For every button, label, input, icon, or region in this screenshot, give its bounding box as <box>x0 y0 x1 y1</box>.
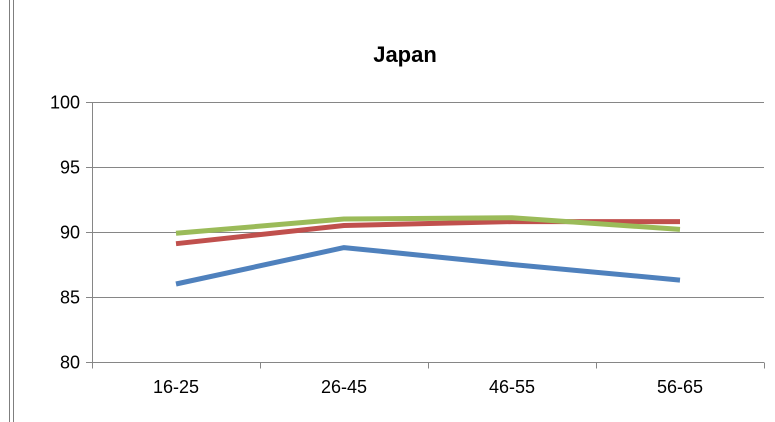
y-tick-label: 95 <box>60 158 80 178</box>
chart-title: Japan <box>373 42 437 67</box>
y-tick-labels: 80 85 90 95 100 <box>50 93 80 373</box>
x-tick-label: 56-65 <box>657 377 703 397</box>
y-tick-label: 80 <box>60 353 80 373</box>
series-line-3 <box>175 215 681 236</box>
x-tick-labels: 16-25 26-45 46-55 56-65 <box>153 377 703 397</box>
y-tick-label: 90 <box>60 223 80 243</box>
series-line-1 <box>175 245 681 287</box>
gridlines <box>92 102 764 298</box>
x-tick-label: 46-55 <box>489 377 535 397</box>
y-tick-label: 85 <box>60 288 80 308</box>
series-lines <box>175 215 681 287</box>
axes <box>86 102 765 369</box>
x-tick-label: 16-25 <box>153 377 199 397</box>
y-tick-label: 100 <box>50 93 80 113</box>
x-tick-label: 26-45 <box>321 377 367 397</box>
